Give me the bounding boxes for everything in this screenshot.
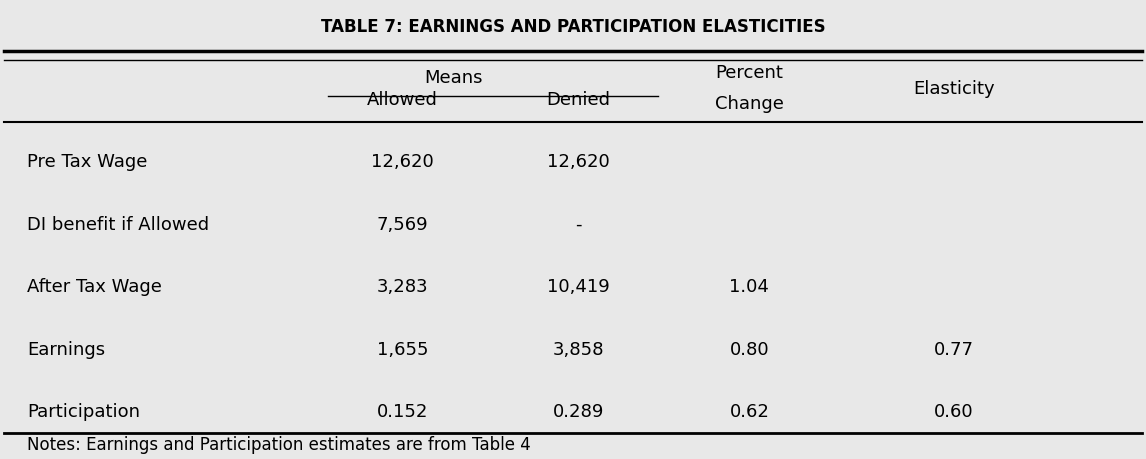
Text: Denied: Denied <box>547 91 611 109</box>
Text: Change: Change <box>715 95 784 113</box>
Text: 0.80: 0.80 <box>730 341 769 359</box>
Text: -: - <box>575 216 582 234</box>
Text: Means: Means <box>424 69 482 87</box>
Text: 12,620: 12,620 <box>548 153 610 172</box>
Text: 12,620: 12,620 <box>371 153 433 172</box>
Text: After Tax Wage: After Tax Wage <box>26 278 162 297</box>
Text: Percent: Percent <box>715 64 783 82</box>
Text: Allowed: Allowed <box>367 91 438 109</box>
Text: 0.152: 0.152 <box>377 403 429 421</box>
Text: Notes: Earnings and Participation estimates are from Table 4: Notes: Earnings and Participation estima… <box>26 436 531 454</box>
Text: TABLE 7: EARNINGS AND PARTICIPATION ELASTICITIES: TABLE 7: EARNINGS AND PARTICIPATION ELAS… <box>321 17 825 35</box>
Text: 7,569: 7,569 <box>377 216 429 234</box>
Text: Elasticity: Elasticity <box>913 80 995 98</box>
Text: 3,858: 3,858 <box>552 341 604 359</box>
Text: 0.77: 0.77 <box>934 341 974 359</box>
Text: Pre Tax Wage: Pre Tax Wage <box>26 153 148 172</box>
Text: 1,655: 1,655 <box>377 341 429 359</box>
Text: 0.60: 0.60 <box>934 403 974 421</box>
Text: 1.04: 1.04 <box>729 278 769 297</box>
Text: Earnings: Earnings <box>26 341 105 359</box>
Text: 3,283: 3,283 <box>377 278 429 297</box>
Text: 10,419: 10,419 <box>548 278 610 297</box>
Text: DI benefit if Allowed: DI benefit if Allowed <box>26 216 209 234</box>
Text: 0.289: 0.289 <box>554 403 604 421</box>
Text: 0.62: 0.62 <box>729 403 769 421</box>
Text: Participation: Participation <box>26 403 140 421</box>
